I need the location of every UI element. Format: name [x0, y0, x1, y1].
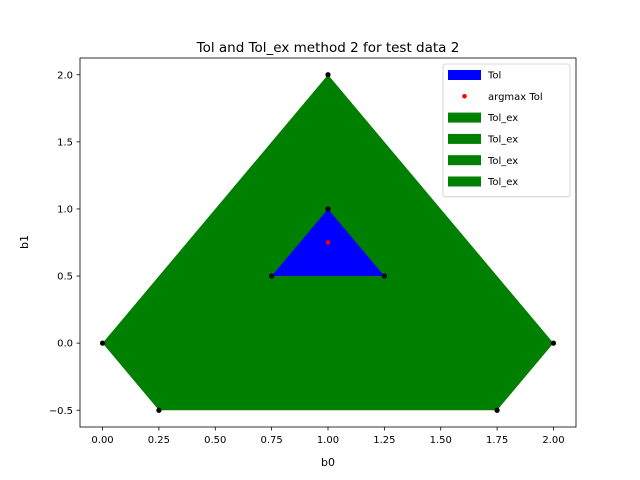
legend-label-4: Tol_ex	[487, 156, 518, 167]
plot-area	[99, 72, 557, 413]
x-tick-label-2: 0.50	[204, 435, 226, 446]
legend-swatch-4	[448, 155, 481, 166]
y-axis-label: b1	[18, 235, 31, 249]
legend-label-5: Tol_ex	[487, 177, 518, 188]
vertex-point-4	[99, 340, 106, 346]
vertex-points	[99, 72, 557, 413]
vertex-point-2	[494, 407, 500, 413]
y-tick-label-4: 1.5	[57, 137, 73, 148]
legend-swatch-0	[448, 70, 481, 80]
vertex-point-7	[269, 273, 275, 279]
y-tick-label-5: 2.0	[57, 70, 73, 81]
x-axis-label: b0	[321, 456, 335, 469]
legend-label-2: Tol_ex	[487, 113, 518, 124]
x-tick-label-6: 1.50	[430, 435, 452, 446]
vertex-point-5	[325, 206, 331, 212]
x-tick-label-1: 0.25	[148, 435, 170, 446]
y-tick-label-0: −0.5	[49, 406, 73, 417]
legend-swatch-2	[448, 112, 481, 123]
chart-title: Tol and Tol_ex method 2 for test data 2	[196, 40, 460, 56]
legend: Tol argmax Tol Tol_ex Tol_ex Tol_ex Tol_ex	[442, 63, 571, 198]
vertex-point-6	[381, 273, 387, 279]
y-tick-label-2: 0.5	[57, 272, 73, 283]
x-axis: 0.00 0.25 0.50 0.75 1.00 1.25 1.50 1.75 2.00	[91, 427, 565, 446]
y-tick-label-1: 0.0	[57, 339, 73, 350]
legend-label-3: Tol_ex	[487, 135, 518, 146]
argmax-layer	[325, 240, 331, 245]
legend-label-1: argmax Tol	[488, 92, 543, 103]
legend-swatch-3	[448, 133, 481, 144]
x-tick-label-3: 0.75	[261, 435, 283, 446]
y-tick-label-3: 1.0	[57, 205, 73, 216]
x-tick-label-5: 1.25	[373, 435, 395, 446]
x-tick-label-0: 0.00	[91, 435, 113, 446]
legend-swatch-5	[448, 176, 481, 187]
argmax-point	[325, 240, 331, 245]
x-tick-label-8: 2.00	[542, 435, 564, 446]
legend-marker-1	[462, 94, 467, 99]
vertex-point-3	[156, 407, 162, 413]
x-tick-label-4: 1.00	[317, 435, 339, 446]
y-axis: −0.5 0.0 0.5 1.0 1.5 2.0	[49, 70, 80, 417]
x-tick-label-7: 1.75	[486, 435, 508, 446]
vertex-point-0	[325, 72, 331, 78]
legend-label-0: Tol	[487, 71, 501, 82]
vertex-point-1	[550, 340, 557, 346]
